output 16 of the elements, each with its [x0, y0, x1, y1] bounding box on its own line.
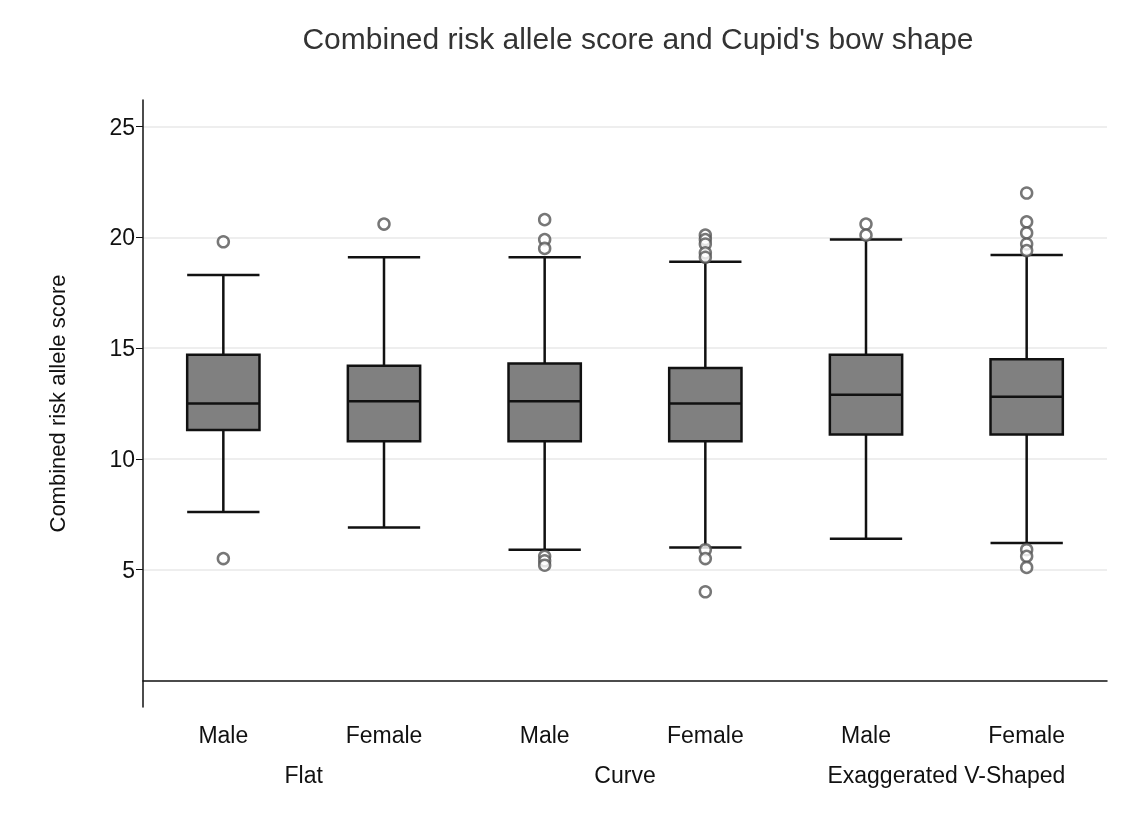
x-tick-label: Female: [345, 721, 423, 748]
x-tick-label: Male: [841, 721, 891, 748]
y-tick-label: 20: [109, 224, 135, 251]
x-tick-label: Male: [519, 721, 570, 748]
text: Exaggerated V-Shaped: [827, 761, 1066, 788]
chart-title: Combined risk allele score and Cupid's bow shape: [302, 21, 974, 55]
text: Flat: [284, 761, 324, 788]
y-tick-label: 5: [122, 556, 135, 583]
x-tick-label: Female: [988, 721, 1066, 748]
y-tick-label: 25: [109, 113, 135, 140]
y-tick-label: 15: [109, 335, 135, 362]
text: Curve: [594, 761, 656, 788]
x-tick-label: Female: [666, 721, 744, 748]
y-axis-title: Combined risk allele score: [44, 274, 70, 533]
x-tick-label: Male: [198, 721, 249, 748]
y-tick-label: 10: [109, 445, 135, 472]
